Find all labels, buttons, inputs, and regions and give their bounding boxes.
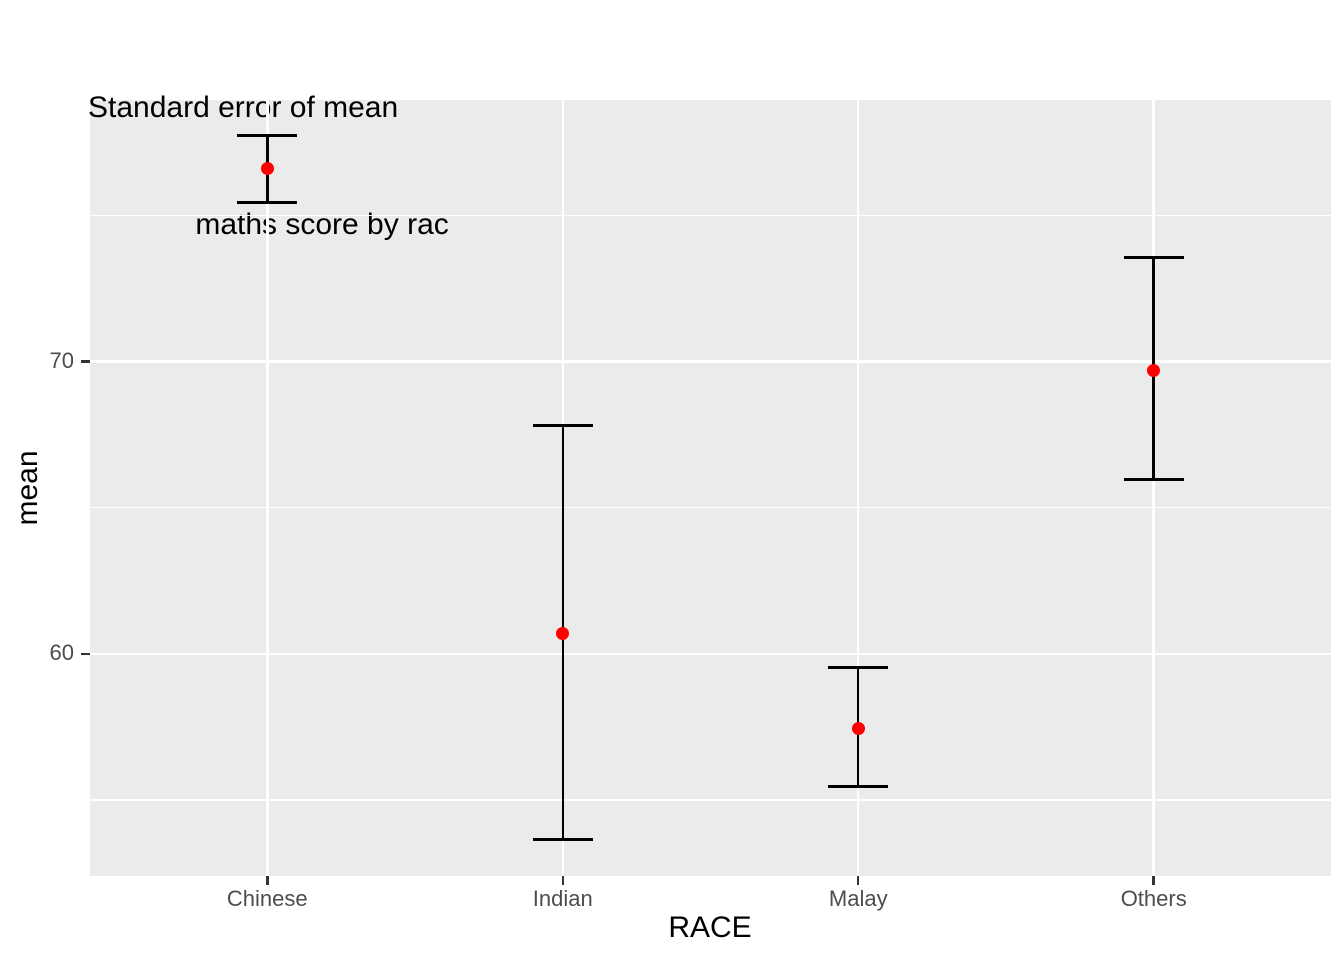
y-tick-label: 60: [49, 639, 74, 665]
errorbar-cap-top-indian: [532, 424, 593, 428]
y-minor-gridline: [90, 214, 1331, 217]
mean-point-malay: [851, 721, 865, 735]
x-gridline: [266, 100, 269, 876]
y-tick-mark: [81, 360, 90, 363]
x-axis-title: RACE: [668, 911, 752, 944]
errorbar-cap-bottom-chinese: [237, 200, 298, 204]
x-tick-label: Chinese: [226, 886, 308, 911]
x-tick-mark: [561, 876, 564, 885]
x-tick-mark: [856, 876, 860, 885]
x-gridline: [856, 100, 860, 876]
errorbar-cap-top-chinese: [237, 133, 298, 137]
x-tick-label: Others: [1120, 886, 1187, 911]
y-minor-gridline: [90, 506, 1331, 509]
x-tick-label: Indian: [532, 886, 593, 911]
x-tick-mark: [1152, 876, 1155, 885]
chart-title-line1: Standard error of mean: [88, 91, 399, 124]
y-tick-label: 70: [49, 347, 74, 373]
y-major-gridline: [90, 652, 1331, 656]
x-tick-mark: [266, 876, 269, 885]
y-tick-mark: [81, 652, 90, 656]
y-major-gridline: [90, 360, 1331, 363]
mean-point-indian: [556, 626, 570, 640]
x-tick-label: Malay: [828, 886, 888, 911]
errorbar-cap-bottom-others: [1123, 478, 1184, 482]
mean-point-others: [1147, 363, 1161, 377]
x-gridline: [1152, 100, 1155, 876]
plot-panel: [90, 100, 1331, 876]
errorbar-cap-top-malay: [828, 665, 889, 669]
y-axis-title: mean: [11, 450, 44, 526]
mean-point-chinese: [260, 162, 274, 176]
errorbar-cap-top-others: [1123, 256, 1184, 260]
chart-title-line2: maths score by rac: [187, 208, 449, 241]
errorbar-cap-bottom-malay: [828, 785, 889, 789]
chart-title: Standard error of mean maths score by ra…: [88, 10, 449, 322]
y-minor-gridline: [90, 799, 1331, 801]
errorbar-cap-bottom-indian: [532, 837, 593, 841]
